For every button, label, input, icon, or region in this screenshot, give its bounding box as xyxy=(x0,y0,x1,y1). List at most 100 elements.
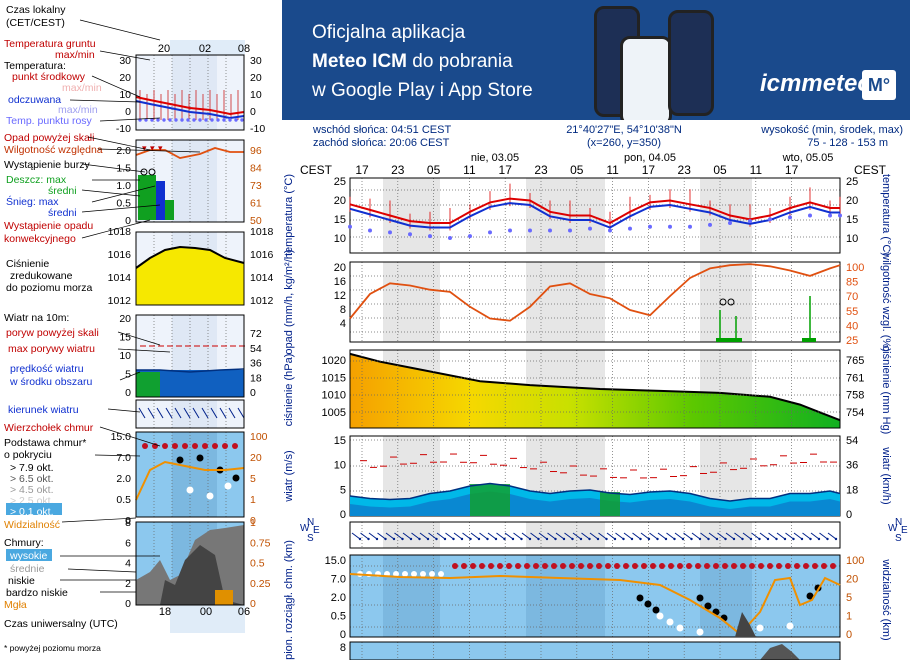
cloud-base-dot-dense xyxy=(704,602,712,610)
legend-cb-tick-l: 15.0 xyxy=(111,431,132,443)
legend-wind-arrow xyxy=(156,407,164,419)
legend-wind-arrow xyxy=(228,407,236,419)
wind-arrow-head xyxy=(664,537,668,541)
legend-leader-line xyxy=(81,189,141,197)
legend-wind-arrow xyxy=(237,407,245,419)
cloud-height-tick: 0 xyxy=(340,629,346,641)
wind-tick-kmh: 36 xyxy=(846,460,858,472)
dew-point-dot xyxy=(768,217,772,222)
legend-cloud-top-dot xyxy=(212,443,218,449)
legend-cest-band xyxy=(170,40,245,55)
wind-arrow-head xyxy=(409,537,413,541)
legend-footnote: * powyżej poziomu morza xyxy=(4,643,101,653)
legend-time-local-2: (CET/CEST) xyxy=(6,17,65,29)
temp-tick-left: 25 xyxy=(334,176,346,188)
legend-cl-tick-l: 0 xyxy=(125,598,131,610)
wind-arrow xyxy=(581,532,590,540)
legend-wind-area xyxy=(136,370,244,397)
cloud-panel-fill xyxy=(350,555,840,637)
wind-arrow-head xyxy=(800,537,804,541)
wind-arrow xyxy=(657,532,667,540)
legend-night-band xyxy=(172,432,217,517)
legend-wind-tick-l: 15 xyxy=(119,332,131,344)
dew-point-dot xyxy=(568,228,572,233)
legend-pressure-line xyxy=(135,245,245,269)
height-label: wysokość (min, środek, max) xyxy=(760,124,903,136)
wind-arrow-head xyxy=(443,537,447,541)
legend-cloud-layer xyxy=(136,525,244,605)
cloud-height-tick: 0.5 xyxy=(331,611,346,623)
wind-arrow-head xyxy=(452,537,455,541)
wind-arrow xyxy=(462,532,471,540)
legend-press-tick-l: 1018 xyxy=(108,226,132,238)
visibility-tick: 100 xyxy=(846,555,864,567)
hour-tick-label: 17 xyxy=(355,163,369,177)
cloud-base-dot-low xyxy=(402,571,408,577)
wind-arrow-head xyxy=(647,537,651,541)
dew-point-dot xyxy=(828,213,832,218)
wind-arrow-head xyxy=(775,537,778,541)
hour-tick-label: 11 xyxy=(606,163,619,177)
legend-temp-tick-l: 10 xyxy=(119,89,131,101)
wind-arrow xyxy=(419,532,429,540)
wind-arrow xyxy=(708,532,718,540)
cloud-top-dot xyxy=(659,563,665,569)
wind-arrow-head xyxy=(435,537,438,541)
cloud-top-dot xyxy=(668,563,674,569)
legend-cloud-top-dot xyxy=(182,443,188,449)
humidity-tick: 70 xyxy=(846,291,858,303)
legend-panel-bg xyxy=(136,140,244,222)
legend-cl-tick-l: 8 xyxy=(125,517,131,529)
legend-panel-frame xyxy=(135,399,245,429)
legend-feels-like: odczuwana xyxy=(8,94,61,106)
dew-point-dot xyxy=(528,228,532,233)
temp-title-left: temperatura (°C) xyxy=(283,174,295,256)
wind-arrow xyxy=(377,532,386,540)
wind-arrow xyxy=(666,532,675,540)
pressure-tick-hpa: 1020 xyxy=(322,355,346,367)
legend-cloud-top-dot xyxy=(202,443,208,449)
cloud-top-dot xyxy=(731,563,737,569)
cloud-base-dot-dense xyxy=(712,608,720,616)
legend-leader-line xyxy=(119,371,141,381)
cloud-base-dot-low xyxy=(420,571,426,577)
legend-temp-tick-l: 30 xyxy=(119,55,131,67)
cloud-base-dot-dense xyxy=(652,606,660,614)
night-band xyxy=(526,350,605,428)
legend-feels-line xyxy=(135,100,245,120)
legend-ground-temp: Temperatura gruntu xyxy=(4,38,96,50)
app-promo-banner[interactable]: Oficjalna aplikacja Meteo ICM do pobrani… xyxy=(282,0,910,120)
legend-cb-tick-r: 20 xyxy=(250,452,262,464)
wind-tick-ms: 15 xyxy=(334,435,346,447)
panel-bg-bottom xyxy=(350,642,840,660)
legend-cb-tick-l: 0 xyxy=(125,515,131,527)
wind-arrow-head xyxy=(758,537,761,541)
hour-tick-label: 23 xyxy=(678,163,692,177)
pressure-tick-mmhg: 765 xyxy=(846,355,864,367)
cloud-top-dot xyxy=(758,563,764,569)
wind-arrow xyxy=(453,532,463,540)
legend-wind-arrow xyxy=(138,407,146,419)
legend-conv-precip-2: konwekcyjnego xyxy=(4,233,76,245)
wind-arrow-head xyxy=(528,537,532,541)
cloud-base-dot-low xyxy=(375,571,381,577)
visibility-title: widzialność (km) xyxy=(880,558,892,640)
wind-arrow xyxy=(802,532,811,540)
legend-pressure-1: Ciśnienie xyxy=(6,258,49,270)
cloud-top-dot xyxy=(551,563,557,569)
cloud-top-dot xyxy=(569,563,575,569)
legend-okt-highlight xyxy=(6,503,62,515)
legend-dew-dot xyxy=(234,118,238,122)
cloud-top-dot xyxy=(695,563,701,569)
cloud-top-dot xyxy=(632,563,638,569)
hour-tick-label: 05 xyxy=(570,163,584,177)
legend-wind-speed-1: prędkość wiatru xyxy=(10,363,84,375)
wind-arrow xyxy=(691,532,701,540)
legend-storm-marker xyxy=(148,168,156,176)
sunrise-text: wschód słońca: 04:51 CEST xyxy=(312,124,451,136)
legend-cb-tick-r: 1 xyxy=(250,494,256,506)
legend-cloud-top-dot xyxy=(162,443,168,449)
cloud-base-dot-dense xyxy=(806,592,814,600)
night-band xyxy=(700,555,752,637)
wind-arrow-head xyxy=(477,537,481,541)
